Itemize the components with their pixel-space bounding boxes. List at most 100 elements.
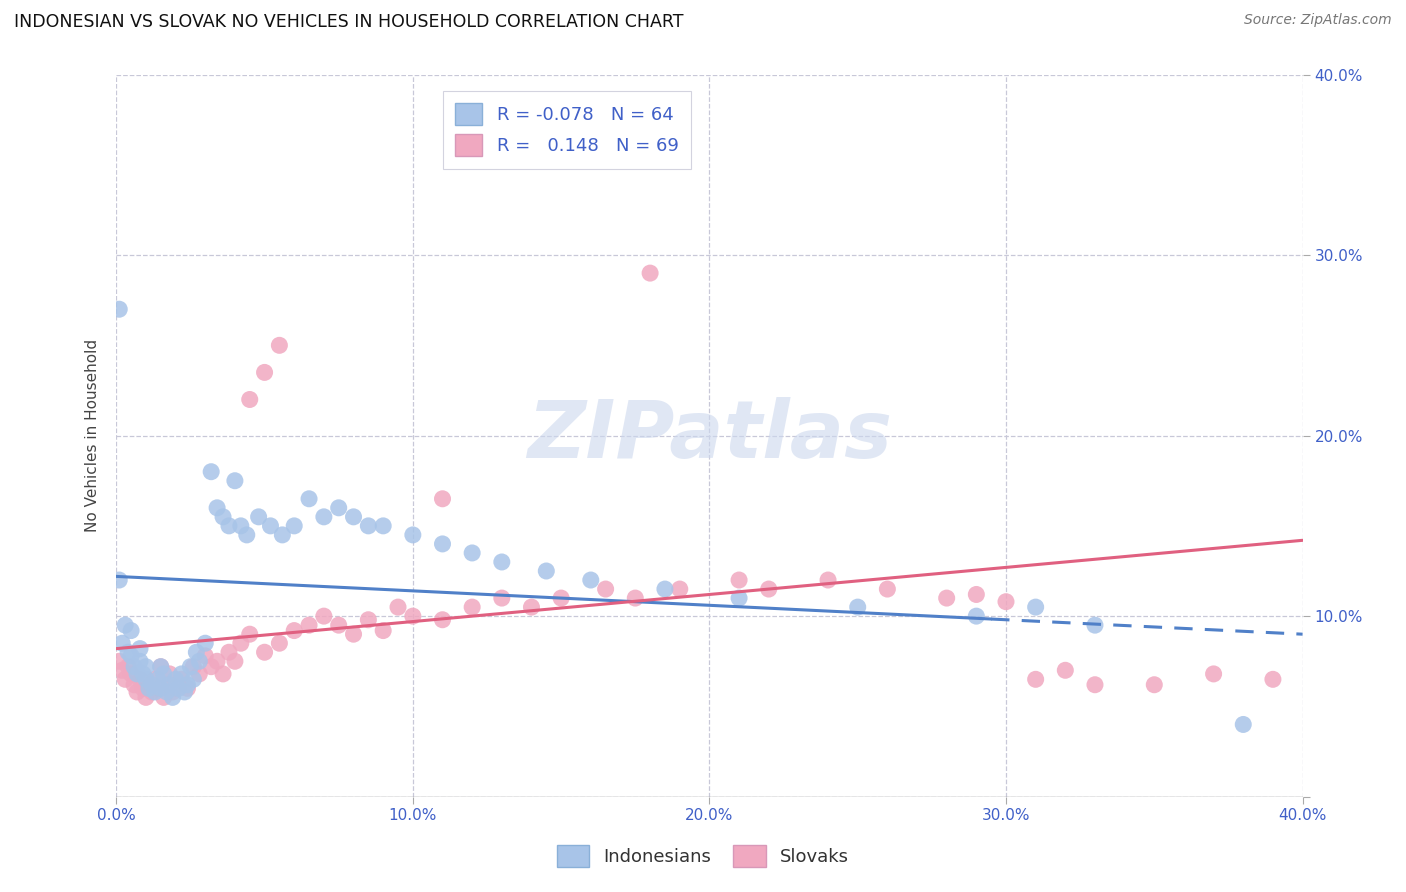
Text: Source: ZipAtlas.com: Source: ZipAtlas.com xyxy=(1244,13,1392,28)
Point xyxy=(728,591,751,605)
Point xyxy=(143,673,166,687)
Point xyxy=(165,673,187,687)
Point xyxy=(132,667,155,681)
Point xyxy=(111,663,134,677)
Point xyxy=(179,659,201,673)
Point xyxy=(965,609,987,624)
Point xyxy=(312,509,335,524)
Point xyxy=(146,681,169,696)
Point xyxy=(194,648,217,663)
Point xyxy=(550,591,572,605)
Point xyxy=(229,636,252,650)
Point xyxy=(1261,673,1284,687)
Point xyxy=(117,645,139,659)
Point xyxy=(143,685,166,699)
Point xyxy=(876,582,898,596)
Point xyxy=(328,500,350,515)
Point xyxy=(271,528,294,542)
Point xyxy=(1084,618,1107,632)
Point xyxy=(162,685,184,699)
Point xyxy=(120,648,142,663)
Point xyxy=(114,673,136,687)
Point xyxy=(165,681,187,696)
Point xyxy=(432,537,454,551)
Point xyxy=(758,582,780,596)
Point xyxy=(129,641,152,656)
Point xyxy=(141,685,163,699)
Point xyxy=(654,582,676,596)
Point xyxy=(183,659,205,673)
Point xyxy=(159,667,181,681)
Point xyxy=(120,624,142,638)
Point xyxy=(624,591,647,605)
Point xyxy=(152,690,174,705)
Point xyxy=(138,681,160,696)
Point xyxy=(491,555,513,569)
Point xyxy=(224,474,246,488)
Point xyxy=(200,465,222,479)
Point xyxy=(935,591,957,605)
Point xyxy=(125,685,148,699)
Point xyxy=(186,645,208,659)
Point xyxy=(117,659,139,673)
Point xyxy=(247,509,270,524)
Point xyxy=(259,519,281,533)
Point xyxy=(156,678,179,692)
Point xyxy=(239,392,262,407)
Point xyxy=(218,519,240,533)
Point xyxy=(328,618,350,632)
Point xyxy=(149,659,172,673)
Point xyxy=(132,681,155,696)
Point xyxy=(269,636,291,650)
Point xyxy=(728,573,751,587)
Point xyxy=(149,681,172,696)
Point xyxy=(183,673,205,687)
Point xyxy=(162,690,184,705)
Point xyxy=(224,654,246,668)
Point xyxy=(342,509,364,524)
Point xyxy=(312,609,335,624)
Point xyxy=(1143,678,1166,692)
Point xyxy=(135,673,157,687)
Point xyxy=(1025,600,1047,615)
Point xyxy=(138,678,160,692)
Point xyxy=(1232,717,1254,731)
Point xyxy=(298,618,321,632)
Point xyxy=(176,681,198,696)
Point xyxy=(1054,663,1077,677)
Legend: R = -0.078   N = 64, R =   0.148   N = 69: R = -0.078 N = 64, R = 0.148 N = 69 xyxy=(443,91,692,169)
Point xyxy=(283,519,305,533)
Point xyxy=(298,491,321,506)
Point xyxy=(520,600,543,615)
Point xyxy=(239,627,262,641)
Point xyxy=(402,609,425,624)
Point xyxy=(108,573,131,587)
Point xyxy=(229,519,252,533)
Point xyxy=(129,654,152,668)
Point xyxy=(342,627,364,641)
Point xyxy=(638,266,661,280)
Point xyxy=(579,573,602,587)
Point xyxy=(122,659,145,673)
Point xyxy=(373,624,395,638)
Point xyxy=(108,302,131,317)
Point xyxy=(152,667,174,681)
Point xyxy=(491,591,513,605)
Point xyxy=(212,667,235,681)
Point xyxy=(205,500,228,515)
Point xyxy=(129,673,152,687)
Point xyxy=(253,365,276,379)
Point xyxy=(402,528,425,542)
Point xyxy=(156,685,179,699)
Point xyxy=(373,519,395,533)
Point xyxy=(170,673,193,687)
Point xyxy=(200,659,222,673)
Point xyxy=(1025,673,1047,687)
Point xyxy=(170,667,193,681)
Point xyxy=(122,678,145,692)
Point xyxy=(283,624,305,638)
Point xyxy=(194,636,217,650)
Point xyxy=(1084,678,1107,692)
Point xyxy=(1202,667,1225,681)
Point xyxy=(141,678,163,692)
